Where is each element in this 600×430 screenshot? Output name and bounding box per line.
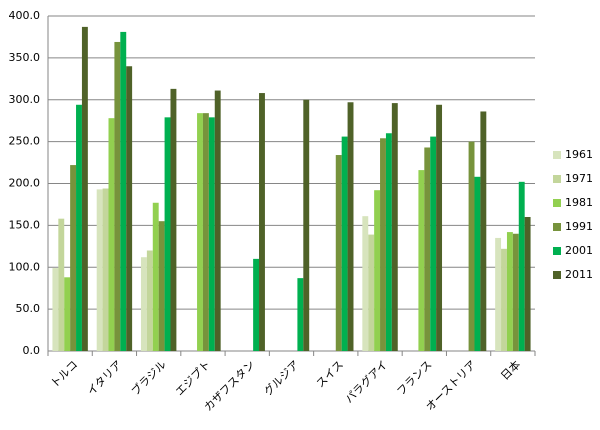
bar [297,278,304,351]
x-tick-label: イタリア [85,358,125,398]
bar [146,250,153,351]
legend-swatch [553,151,561,159]
bar [380,138,386,351]
bar [58,218,65,351]
x-tick-label: パラグアイ [342,357,390,405]
legend-label: 1971 [565,172,593,185]
bar [518,181,525,351]
y-tick-label: 100.0 [9,260,41,273]
bar [368,234,375,351]
bar [474,176,481,351]
x-tick-label: トルコ [48,358,80,390]
bar [197,113,203,352]
bar [158,221,165,351]
x-tick-label: 日本 [498,357,523,382]
bar [362,216,369,351]
bar [391,103,398,351]
bar [170,88,177,352]
bar [202,113,209,352]
bar [480,111,487,351]
legend-swatch [553,247,561,255]
legend-label: 1961 [565,148,593,161]
bar [430,136,437,351]
bar [70,165,77,351]
bar [102,188,109,351]
bar [259,93,265,352]
bar [126,66,133,351]
bar [347,102,354,351]
bar [108,118,115,351]
bar [418,170,425,351]
bar [214,90,221,351]
legend-swatch [553,199,561,207]
bar [335,155,342,351]
bar [374,190,381,351]
bar [424,147,431,351]
bar [140,257,147,351]
bar [52,268,59,351]
y-tick-label: 250.0 [9,135,41,148]
y-tick-label: 150.0 [9,218,41,231]
bar [152,202,159,351]
bar [114,41,121,352]
legend-label: 2001 [565,244,593,257]
y-tick-label: 0.0 [23,344,41,357]
x-tick-label: ブラジル [128,357,169,398]
x-tick-label: グルジア [261,357,302,398]
bar [120,31,127,351]
bar [501,248,507,351]
y-tick-label: 200.0 [9,177,41,190]
bar [76,104,82,352]
y-tick-label: 400.0 [9,9,41,22]
bar [303,99,310,351]
bar [341,136,348,351]
x-tick-label: エジプト [173,358,213,398]
bar [524,217,531,351]
bar [96,189,103,351]
y-tick-label: 350.0 [9,51,41,64]
x-tick-label: スイス [314,358,346,390]
bar [506,232,513,351]
legend-swatch [553,223,561,231]
bar [436,104,443,352]
bar [468,141,475,351]
y-tick-label: 50.0 [16,302,41,315]
bar [253,258,260,351]
legend-swatch [553,271,561,279]
legend-swatch [553,175,561,183]
bar [495,237,502,351]
bar [164,117,171,352]
bar [64,277,71,351]
bar [81,26,88,351]
bar [208,117,215,352]
legend-label: 2011 [565,268,593,281]
legend-label: 1991 [565,220,593,233]
y-tick-label: 300.0 [9,93,41,106]
bar [512,233,519,351]
bar [385,133,392,351]
legend-label: 1981 [565,196,593,209]
x-tick-label: フランス [394,358,434,398]
